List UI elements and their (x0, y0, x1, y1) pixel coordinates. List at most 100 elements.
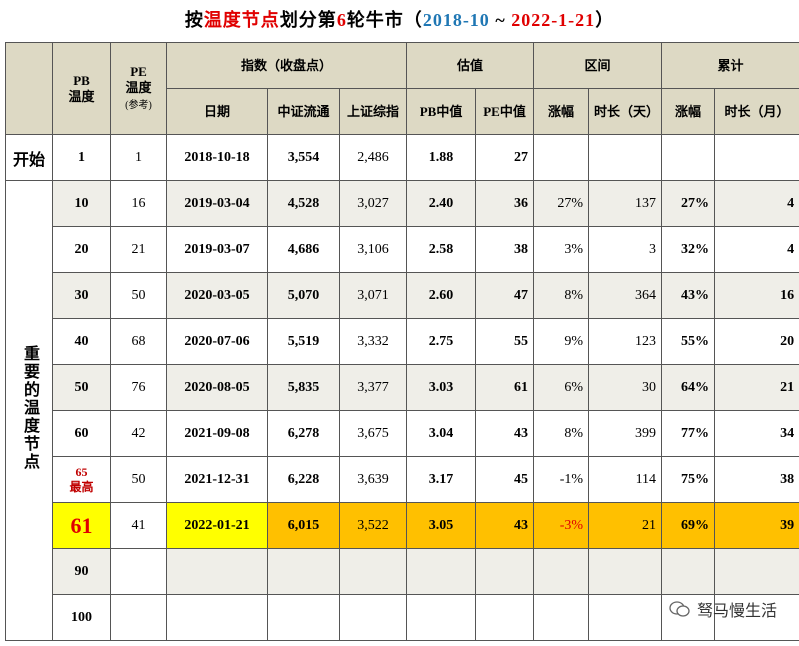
cell-text: 16 (131, 195, 146, 211)
cell: 3,332 (338, 318, 408, 365)
title-part: 按 (184, 10, 204, 30)
header-text: PB (73, 72, 90, 88)
cell: 20 (52, 226, 111, 273)
cell: 69% (661, 502, 716, 549)
cell: 30 (52, 272, 111, 319)
cell-text: 2019-03-07 (184, 241, 250, 257)
cell: 10 (52, 180, 111, 227)
cell-text: 3.17 (428, 471, 454, 487)
table-row: 40 68 2020-07-06 5,519 3,332 2.75 55 9% 123 55% 20 (6, 318, 799, 365)
cell: 2.60 (406, 272, 477, 319)
cell-text: 55 (514, 333, 529, 349)
cell-text: 2020-07-06 (184, 333, 250, 349)
cell-text: 60 (74, 425, 89, 441)
cell-text: 3,027 (357, 195, 389, 211)
cell: 76 (110, 364, 167, 411)
cell-text: 114 (635, 471, 657, 487)
empty-cell (166, 594, 268, 641)
cell: 4 (714, 180, 799, 227)
table-row: 开始 1 1 2018-10-18 3,554 2,486 1.88 27 (5, 134, 799, 181)
cell-text: 34 (780, 425, 795, 441)
cell: 137 (588, 180, 663, 227)
empty-cell (714, 594, 799, 641)
table-row: 100 (6, 594, 799, 641)
cell: 1 (52, 134, 111, 181)
sub-header: 上证综指 (338, 88, 408, 135)
empty-cell (533, 594, 590, 641)
cell-text: -3% (559, 517, 584, 533)
title-part: 划分第 (279, 10, 337, 30)
cell: 3,554 (267, 134, 340, 181)
cell-text: 64% (681, 379, 710, 395)
cell: 2.40 (406, 180, 477, 227)
cell: 39 (714, 502, 799, 549)
cell: 43 (475, 410, 535, 457)
sub-header: PB中值 (406, 88, 477, 135)
cell-text: 30 (642, 379, 657, 395)
cell: 4 (714, 226, 799, 273)
empty-cell (267, 548, 340, 595)
cell-text: 76 (131, 379, 146, 395)
cell: 21 (110, 226, 167, 273)
cell-text: 4 (787, 195, 795, 211)
cell: 1.88 (406, 134, 477, 181)
cell-text: 2020-03-05 (184, 287, 250, 303)
cell-text: 65 (75, 464, 88, 479)
cell: 2020-03-05 (166, 272, 268, 319)
cell: 3,377 (338, 364, 408, 411)
sub-header: 涨幅 (661, 88, 716, 135)
cell-text: 4,686 (287, 241, 320, 257)
cell-text: 43% (681, 287, 710, 303)
empty-cell (533, 548, 590, 595)
cell-text: 3.04 (428, 425, 454, 441)
cell: 64% (661, 364, 716, 411)
empty-cell (588, 548, 663, 595)
cell: 34 (714, 410, 799, 457)
cell-text: 3,071 (357, 287, 389, 303)
cell-text: 32% (681, 241, 710, 257)
cell: 60 (52, 410, 111, 457)
cell: 68 (110, 318, 167, 365)
cell: 47 (475, 272, 535, 319)
cell-text: 47 (514, 287, 529, 303)
cell: 43 (475, 502, 535, 549)
cell: 6,278 (267, 410, 340, 457)
sub-header: 中证流通 (267, 88, 340, 135)
cell: 2021-12-31 (166, 456, 268, 503)
cell: 5,519 (267, 318, 340, 365)
cell-text: 43 (514, 425, 529, 441)
cell-text: 1 (78, 149, 85, 165)
cell: 21 (588, 502, 663, 549)
cell-text: 61 (514, 379, 529, 395)
cell-text: 2022-01-21 (184, 517, 250, 533)
cell: 2.75 (406, 318, 477, 365)
sub-header: 时长（天） (588, 88, 663, 135)
cell-text: 16 (780, 287, 795, 303)
cell-text: 21 (131, 241, 146, 257)
cell: 2018-10-18 (166, 134, 268, 181)
cell-text: 3,106 (357, 241, 389, 257)
pe-header: PE 温度 (参考) (110, 42, 167, 135)
cell-text: 3,522 (357, 517, 389, 533)
cell: 75% (661, 456, 716, 503)
cell: 42 (110, 410, 167, 457)
cell-text: 6,228 (287, 471, 320, 487)
cell-text: 6,015 (287, 517, 320, 533)
cell-text: 27% (557, 195, 584, 211)
header-text: 温度 (68, 88, 95, 104)
cell-text: 2.75 (428, 333, 454, 349)
cell-note: 最高 (69, 479, 94, 494)
table-row: 30 50 2020-03-05 5,070 3,071 2.60 47 8% 364 43% 16 (6, 272, 799, 319)
cell-text: 20 (74, 241, 89, 257)
title: 按温度节点划分第6轮牛市（2018-10 ~ 2022-1-21） (0, 0, 799, 42)
cell-text: 3,554 (287, 149, 320, 165)
cell: 2020-07-06 (166, 318, 268, 365)
cell-text: 3% (564, 241, 584, 257)
cell-text: 41 (131, 517, 146, 533)
cell: -1% (533, 456, 590, 503)
cell: 27 (475, 134, 535, 181)
cell-text: 20 (780, 333, 795, 349)
title-part: 6 (336, 10, 347, 30)
cell-text: 6,278 (287, 425, 320, 441)
